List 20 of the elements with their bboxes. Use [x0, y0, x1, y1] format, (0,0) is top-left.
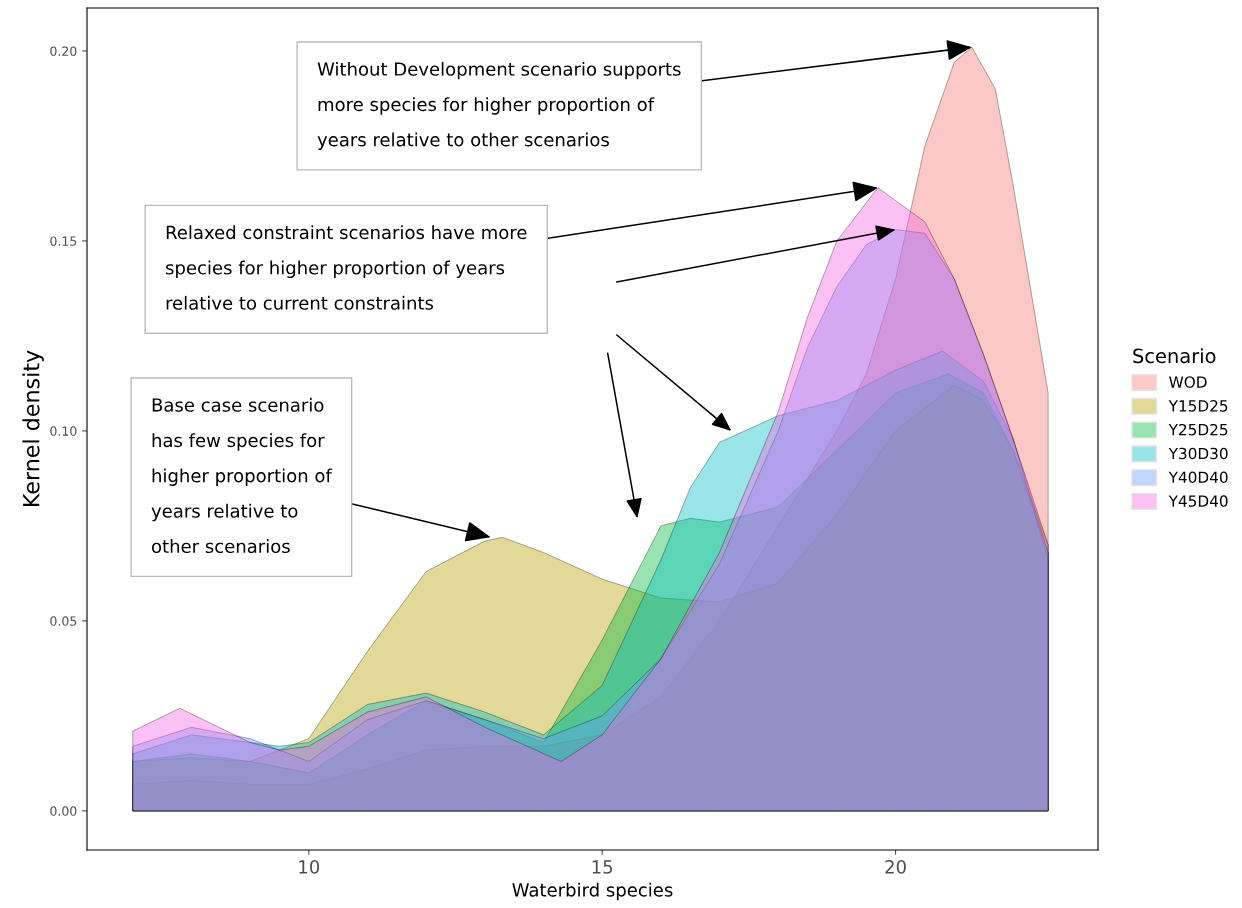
y-axis-title: Kernel density [22, 350, 44, 506]
legend-label: Y30D30 [1168, 447, 1228, 460]
legend-title: Scenario [1133, 348, 1216, 364]
y-tick-label: 0.10 [50, 426, 77, 436]
x-axis-title: Waterbird species [512, 882, 673, 901]
y-tick-label: 0.05 [50, 616, 77, 626]
annotation: Without Development scenario supports more species for higher proportion of years relative to other scenarios [317, 61, 681, 150]
y-tick-label: 0.00 [50, 806, 77, 816]
x-tick-label: 20 [885, 860, 906, 874]
annotation: Base case scenario has few species for higher proportion of years relative to other scenarios [151, 397, 333, 554]
legend-label: Y25D25 [1168, 423, 1228, 436]
x-tick-label: 10 [299, 860, 320, 874]
y-tick-label: 0.20 [50, 46, 77, 56]
y-tick-label: 0.15 [50, 236, 77, 246]
x-tick-label: 15 [592, 860, 613, 874]
legend-label: WOD [1169, 376, 1207, 388]
legend-label: Y40D40 [1168, 471, 1228, 484]
legend-label: Y45D40 [1168, 495, 1228, 507]
annotation: Relaxed constraint scenarios have more species for higher proportion of years relative to current constraints [166, 225, 527, 310]
legend-label: Y15D25 [1168, 400, 1228, 412]
